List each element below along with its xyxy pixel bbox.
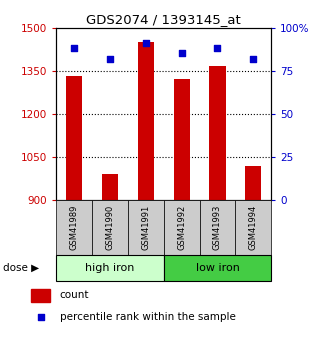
Bar <box>56 200 92 255</box>
Point <box>251 56 256 61</box>
Text: GSM41993: GSM41993 <box>213 205 222 250</box>
Bar <box>209 66 226 200</box>
Title: GDS2074 / 1393145_at: GDS2074 / 1393145_at <box>86 13 241 27</box>
Point <box>143 40 148 46</box>
Text: GSM41990: GSM41990 <box>105 205 115 250</box>
Text: GSM41989: GSM41989 <box>70 205 79 250</box>
Bar <box>66 77 82 200</box>
Point <box>38 314 43 320</box>
Bar <box>102 174 118 200</box>
Bar <box>31 289 50 302</box>
Text: percentile rank within the sample: percentile rank within the sample <box>60 312 235 322</box>
Text: GSM41994: GSM41994 <box>249 205 258 250</box>
Text: high iron: high iron <box>85 263 134 273</box>
Bar <box>245 166 261 200</box>
Text: dose ▶: dose ▶ <box>3 263 39 273</box>
Bar <box>200 200 235 255</box>
Point <box>72 46 77 51</box>
Point <box>179 51 184 56</box>
Point <box>215 46 220 51</box>
Bar <box>164 255 271 281</box>
Bar <box>92 200 128 255</box>
Bar <box>128 200 164 255</box>
Bar <box>56 255 164 281</box>
Text: GSM41991: GSM41991 <box>141 205 150 250</box>
Bar <box>138 42 154 200</box>
Bar <box>174 79 190 200</box>
Text: count: count <box>60 290 89 300</box>
Bar <box>164 200 200 255</box>
Bar <box>235 200 271 255</box>
Text: low iron: low iron <box>195 263 239 273</box>
Point <box>107 56 112 61</box>
Text: GSM41992: GSM41992 <box>177 205 186 250</box>
